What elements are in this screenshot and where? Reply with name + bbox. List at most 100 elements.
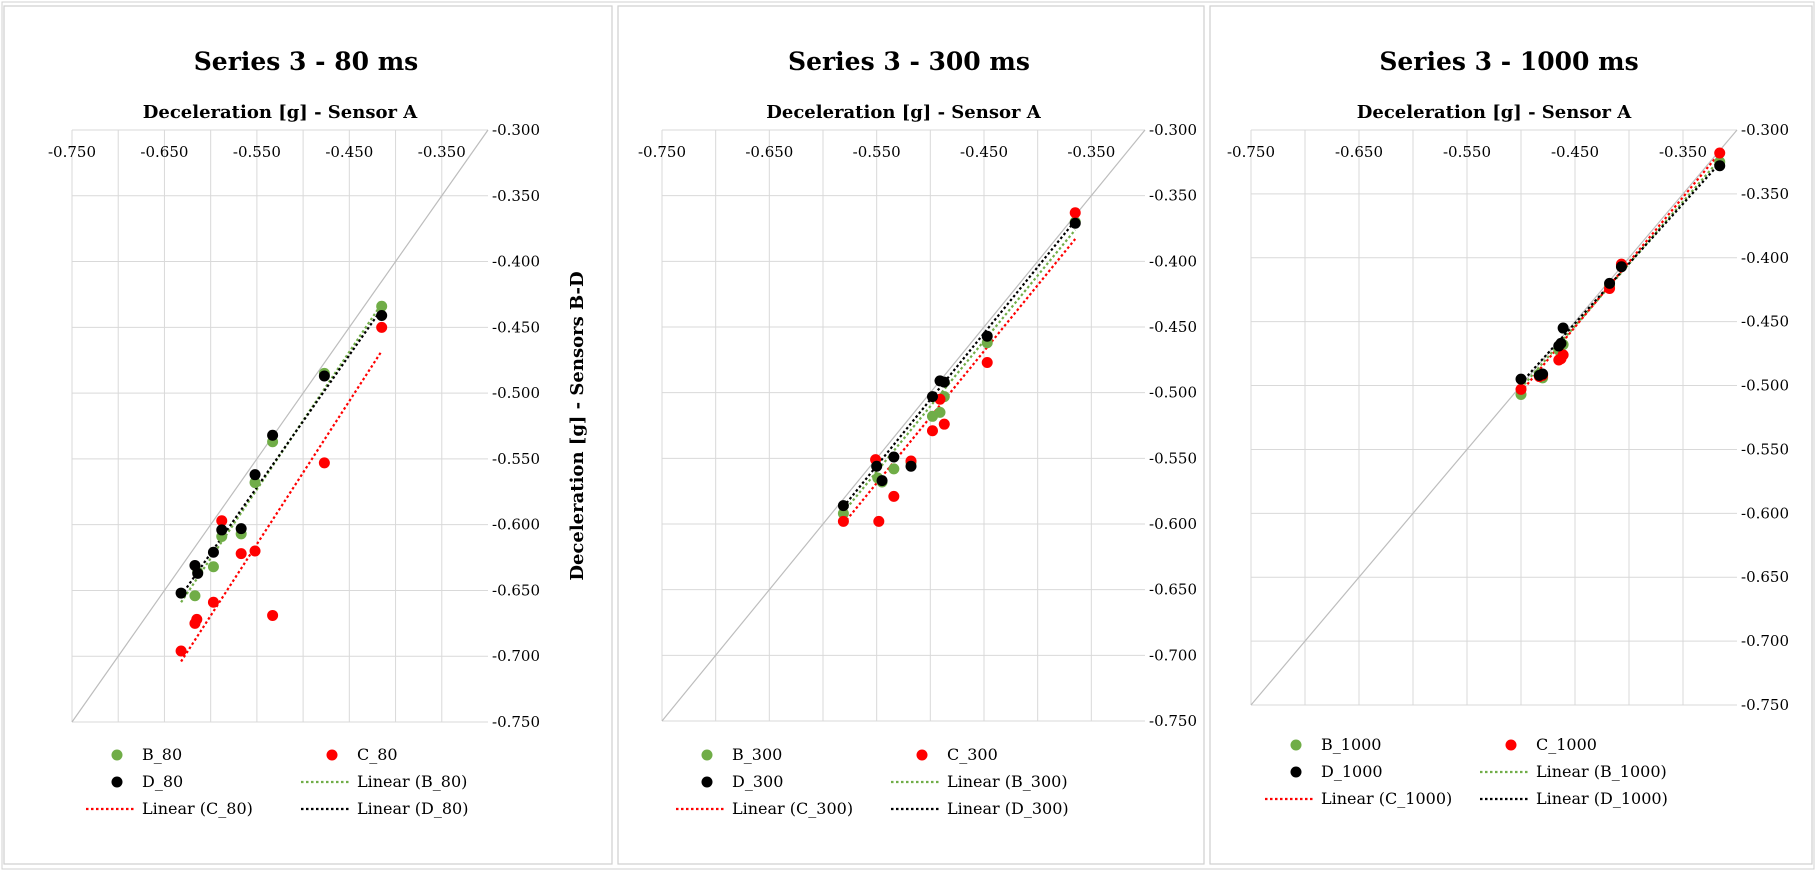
legend-label: Linear (C_300) (732, 799, 853, 818)
x-tick-label: -0.350 (1659, 143, 1707, 161)
legend-label: Linear (D_300) (947, 799, 1069, 818)
y-tick-label: -0.450 (492, 318, 540, 336)
data-point-d (905, 460, 917, 472)
y-tick-label: -0.500 (1741, 377, 1789, 395)
chart-title: Series 3 - 300 ms (788, 47, 1030, 76)
legend-label: Linear (C_80) (142, 799, 253, 818)
data-point-b (888, 463, 900, 475)
data-point-d (1714, 160, 1726, 172)
data-point-d (926, 391, 938, 403)
data-point-d (189, 559, 201, 571)
data-point-d (318, 370, 330, 382)
data-point-d (267, 429, 279, 441)
chart-area (1209, 5, 1813, 865)
y-tick-label: -0.550 (1741, 440, 1789, 458)
x-tick-label: -0.750 (638, 143, 686, 161)
data-point-d (1615, 261, 1627, 273)
x-tick-label: -0.550 (1443, 143, 1491, 161)
reference-diagonal (1250, 129, 1738, 706)
legend-label: Linear (B_300) (947, 772, 1068, 791)
data-point-d (249, 469, 261, 481)
data-point-b (207, 561, 219, 573)
x-axis-label: Deceleration [g] - Sensor A (766, 102, 1041, 123)
y-tick-label: -0.300 (1741, 121, 1789, 139)
data-point-d (1515, 373, 1527, 385)
data-point-c (1553, 354, 1565, 366)
y-tick-label: -0.350 (492, 187, 540, 205)
x-tick-label: -0.650 (140, 143, 188, 161)
legend-label: B_80 (142, 745, 182, 764)
y-tick-label: -0.350 (1741, 185, 1789, 203)
legend-marker-d (701, 776, 713, 788)
y-tick-label: -0.750 (1149, 712, 1197, 730)
data-point-c (249, 545, 261, 557)
data-point-c (926, 425, 938, 437)
data-point-b (837, 507, 849, 519)
legend-marker-c (1505, 739, 1517, 751)
x-tick-label: -0.650 (1335, 143, 1383, 161)
data-point-d (1604, 277, 1616, 289)
y-tick-label: -0.700 (492, 647, 540, 665)
legend-label: Linear (D_1000) (1536, 789, 1668, 808)
legend-label: C_80 (357, 745, 398, 764)
y-tick-label: -0.550 (492, 450, 540, 468)
data-point-b (926, 410, 938, 422)
y-tick-label: -0.600 (492, 516, 540, 534)
y-tick-label: -0.400 (1741, 249, 1789, 267)
data-point-c (1714, 147, 1726, 159)
chart-area (617, 5, 1205, 865)
legend-marker-b (111, 749, 123, 761)
data-point-d (1069, 217, 1081, 229)
y-tick-label: -0.300 (1149, 121, 1197, 139)
y-tick-label: -0.450 (1741, 313, 1789, 331)
legend-label: D_300 (732, 772, 783, 791)
data-point-c (235, 548, 247, 560)
x-tick-label: -0.350 (1067, 143, 1115, 161)
y-tick-label: -0.750 (492, 713, 540, 731)
x-axis-label: Deceleration [g] - Sensor A (1357, 102, 1632, 123)
reference-diagonal (71, 129, 489, 723)
data-point-c (1069, 207, 1081, 219)
trendline-d (842, 219, 1077, 508)
x-tick-label: -0.450 (325, 143, 373, 161)
y-tick-label: -0.400 (1149, 252, 1197, 270)
data-point-d (216, 524, 228, 536)
data-point-c (873, 515, 885, 527)
data-point-d (876, 475, 888, 487)
y-axis-label: Deceleration [g] - Sensors B-D (567, 271, 588, 580)
legend-label: B_300 (732, 745, 782, 764)
legend-label: C_1000 (1536, 735, 1597, 754)
chart-title: Series 3 - 1000 ms (1379, 47, 1638, 76)
reference-diagonal (661, 129, 1146, 722)
data-point-c (216, 515, 228, 527)
x-tick-label: -0.350 (418, 143, 466, 161)
chart-panel-1: Series 3 - 80 ms -0.750 -0.650 -0.550 -0.450… (3, 5, 613, 865)
data-point-c (207, 596, 219, 608)
y-tick-label: -0.500 (1149, 384, 1197, 402)
y-tick-label: -0.700 (1149, 646, 1197, 664)
data-point-c (175, 645, 187, 657)
legend-marker-d (1290, 766, 1302, 778)
data-point-d (871, 460, 883, 472)
x-tick-label: -0.650 (745, 143, 793, 161)
chart-panel-3: Series 3 - 1000 ms -0.750 -0.650 -0.550 -0.4… (1209, 5, 1813, 865)
legend-marker-d (111, 776, 123, 788)
legend-label: D_1000 (1321, 762, 1383, 781)
data-point-d (207, 546, 219, 558)
data-point-b (249, 477, 261, 489)
data-point-c (981, 356, 993, 368)
x-axis-label: Deceleration [g] - Sensor A (143, 102, 418, 123)
chart-area (3, 5, 613, 865)
data-point-d (376, 309, 388, 321)
trendline-d (1520, 162, 1721, 384)
y-tick-label: -0.450 (1149, 318, 1197, 336)
legend-label: Linear (D_80) (357, 799, 468, 818)
trendline-d (180, 308, 383, 597)
data-point-d (934, 375, 946, 387)
y-tick-label: -0.400 (492, 253, 540, 271)
data-point-d (175, 587, 187, 599)
legend-label: C_300 (947, 745, 998, 764)
data-point-c (318, 457, 330, 469)
y-tick-label: -0.650 (1741, 568, 1789, 586)
